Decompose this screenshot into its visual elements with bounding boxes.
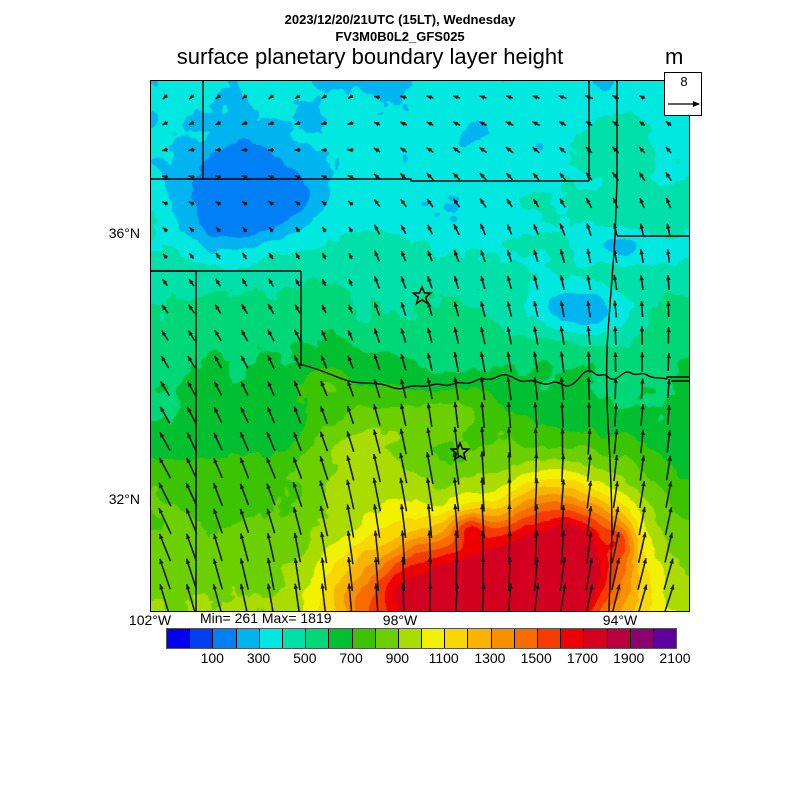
colorbar <box>166 628 677 649</box>
colorbar-tick-8: 1700 <box>566 650 599 666</box>
colorbar-tick-5: 1100 <box>428 650 459 666</box>
colorbar-cell-2 <box>213 629 237 648</box>
colorbar-cell-1 <box>190 629 214 648</box>
colorbar-tick-1: 300 <box>246 650 271 666</box>
colorbar-cell-13 <box>468 629 492 648</box>
unit-label: m <box>665 44 684 69</box>
colorbar-cell-16 <box>538 629 562 648</box>
colorbar-cell-19 <box>607 629 631 648</box>
colorbar-cell-5 <box>282 629 307 648</box>
colorbar-cell-12 <box>445 629 469 648</box>
colorbar-cell-14 <box>491 629 515 648</box>
colorbar-cell-3 <box>236 629 260 648</box>
reference-vector-legend: 8 <box>664 72 702 116</box>
colorbar-tick-9: 1900 <box>613 650 645 666</box>
timestamp-label: 2023/12/20/21UTC (15LT), Wednesday <box>284 12 516 27</box>
model-label: FV3M0B0L2_GFS025 <box>335 29 465 44</box>
map-plot-area <box>150 80 690 612</box>
colorbar-cell-15 <box>514 629 538 648</box>
colorbar-cell-4 <box>259 629 283 648</box>
colorbar-cell-17 <box>561 629 585 648</box>
x-axis-tick-0: 102°W <box>128 612 172 628</box>
colorbar-tick-3: 700 <box>339 650 363 666</box>
colorbar-cell-6 <box>306 629 330 648</box>
page-title: surface planetary boundary layer height <box>176 44 564 69</box>
colorbar-tick-7: 1500 <box>520 650 552 666</box>
reference-vector-value: 8 <box>680 74 688 89</box>
colorbar-cell-7 <box>329 629 353 648</box>
pbl-height-field <box>151 81 689 611</box>
colorbar-tick-4: 900 <box>385 650 410 666</box>
min-max-label: Min= 261 Max= 1819 <box>200 610 332 626</box>
colorbar-cell-10 <box>398 629 423 648</box>
colorbar-cell-0 <box>167 629 191 648</box>
colorbar-cell-20 <box>630 629 654 648</box>
colorbar-tick-6: 1300 <box>474 650 506 666</box>
x-axis-tick-2: 94°W <box>602 612 638 628</box>
arrow-right-icon <box>668 101 700 107</box>
colorbar-tick-2: 500 <box>293 650 317 666</box>
x-axis-tick-1: 98°W <box>382 612 418 628</box>
y-axis-tick-1: 32°N <box>108 491 140 507</box>
colorbar-cell-21 <box>653 629 677 648</box>
colorbar-tick-0: 100 <box>200 650 224 666</box>
colorbar-tick-labels: 100 300 500 700 900 1100 1300 1500 1700 1900 2100 <box>166 650 691 668</box>
colorbar-tick-10: 2100 <box>659 650 691 666</box>
colorbar-cell-9 <box>375 629 399 648</box>
colorbar-cell-11 <box>422 629 446 648</box>
colorbar-cell-8 <box>352 629 376 648</box>
y-axis-tick-0: 36°N <box>108 225 140 241</box>
colorbar-cell-18 <box>584 629 608 648</box>
